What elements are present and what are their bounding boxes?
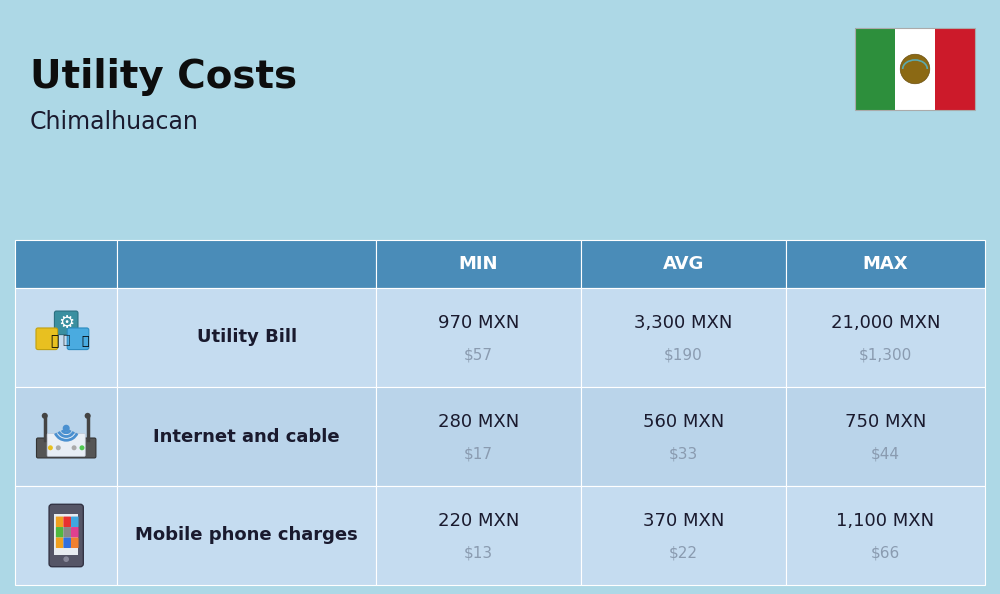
Bar <box>581 288 786 387</box>
Text: $22: $22 <box>669 546 698 561</box>
Text: 280 MXN: 280 MXN <box>438 413 519 431</box>
Circle shape <box>85 413 91 419</box>
Text: $44: $44 <box>871 447 900 462</box>
Text: 🤲: 🤲 <box>62 334 70 347</box>
Bar <box>15 288 117 387</box>
Text: 1,100 MXN: 1,100 MXN <box>836 511 934 530</box>
Text: MAX: MAX <box>862 255 908 273</box>
Circle shape <box>48 446 53 450</box>
Text: 220 MXN: 220 MXN <box>438 511 519 530</box>
Bar <box>117 387 376 486</box>
Text: 🔌: 🔌 <box>50 334 58 348</box>
Bar <box>376 288 581 387</box>
Text: Internet and cable: Internet and cable <box>153 428 340 446</box>
Text: 🚿: 🚿 <box>82 335 89 347</box>
Bar <box>935 28 975 110</box>
Bar <box>581 486 786 585</box>
Text: Utility Costs: Utility Costs <box>30 58 297 96</box>
Bar <box>895 28 935 110</box>
Bar <box>54 514 78 555</box>
Text: $190: $190 <box>664 348 703 363</box>
Circle shape <box>63 425 70 432</box>
Bar <box>376 387 581 486</box>
Text: $66: $66 <box>871 546 900 561</box>
Text: AVG: AVG <box>663 255 704 273</box>
Bar <box>786 240 985 288</box>
FancyBboxPatch shape <box>71 517 79 527</box>
Text: $13: $13 <box>464 546 493 561</box>
FancyBboxPatch shape <box>49 504 83 567</box>
FancyBboxPatch shape <box>71 538 79 548</box>
Text: Mobile phone charges: Mobile phone charges <box>135 526 358 545</box>
Text: 21,000 MXN: 21,000 MXN <box>831 314 940 331</box>
FancyBboxPatch shape <box>67 328 89 350</box>
Text: $57: $57 <box>464 348 493 363</box>
Text: 560 MXN: 560 MXN <box>643 413 724 431</box>
FancyBboxPatch shape <box>36 328 58 350</box>
Bar <box>376 240 581 288</box>
FancyBboxPatch shape <box>56 517 63 527</box>
FancyBboxPatch shape <box>36 438 96 458</box>
FancyBboxPatch shape <box>56 538 63 548</box>
Text: 370 MXN: 370 MXN <box>643 511 724 530</box>
Bar <box>15 387 117 486</box>
Circle shape <box>79 446 84 450</box>
Bar <box>376 486 581 585</box>
FancyBboxPatch shape <box>63 517 71 527</box>
Bar <box>581 387 786 486</box>
Bar <box>786 387 985 486</box>
Bar <box>786 486 985 585</box>
Bar <box>786 288 985 387</box>
Bar <box>117 486 376 585</box>
Text: ⚙: ⚙ <box>58 314 74 332</box>
FancyBboxPatch shape <box>47 434 85 456</box>
Text: Utility Bill: Utility Bill <box>197 328 297 346</box>
Circle shape <box>42 413 48 419</box>
Bar <box>581 240 786 288</box>
Circle shape <box>56 446 61 450</box>
Circle shape <box>63 557 69 562</box>
Text: Chimalhuacan: Chimalhuacan <box>30 110 199 134</box>
Text: 3,300 MXN: 3,300 MXN <box>634 314 732 331</box>
Bar <box>117 288 376 387</box>
Text: MIN: MIN <box>459 255 498 273</box>
FancyBboxPatch shape <box>54 311 78 334</box>
Text: $17: $17 <box>464 447 493 462</box>
Bar <box>15 240 117 288</box>
FancyBboxPatch shape <box>71 527 79 538</box>
Text: 970 MXN: 970 MXN <box>438 314 519 331</box>
FancyBboxPatch shape <box>56 527 63 538</box>
Text: $33: $33 <box>669 447 698 462</box>
Bar <box>855 28 895 110</box>
Bar <box>117 240 376 288</box>
Text: $1,300: $1,300 <box>859 348 912 363</box>
Circle shape <box>72 446 77 450</box>
Circle shape <box>900 54 930 84</box>
Text: 750 MXN: 750 MXN <box>845 413 926 431</box>
FancyBboxPatch shape <box>63 527 71 538</box>
FancyBboxPatch shape <box>63 538 71 548</box>
Bar <box>855 28 975 110</box>
Bar <box>15 486 117 585</box>
